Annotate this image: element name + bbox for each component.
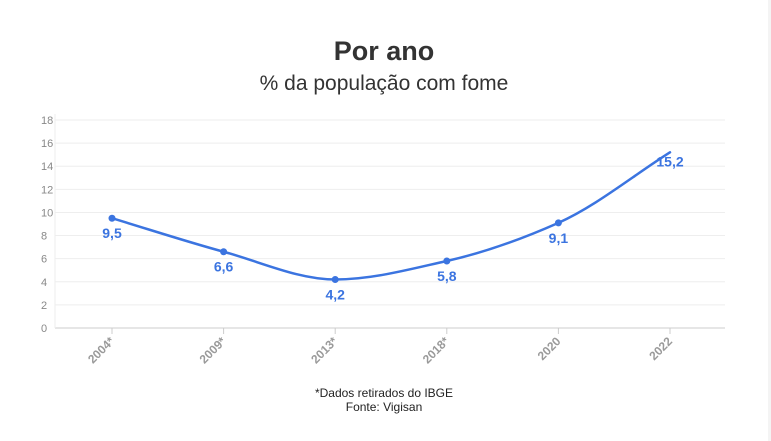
series-line bbox=[110, 151, 672, 281]
x-tick-label: 2020 bbox=[535, 334, 564, 363]
data-label: 9,5 bbox=[102, 225, 122, 241]
y-tick-label: 18 bbox=[41, 115, 53, 127]
x-tick-label: 2018* bbox=[420, 334, 452, 366]
data-point bbox=[108, 214, 116, 222]
data-label: 9,1 bbox=[549, 230, 569, 246]
y-tick-label: 16 bbox=[41, 138, 53, 150]
y-tick-label: 10 bbox=[41, 207, 53, 219]
x-tick-label: 2022 bbox=[646, 334, 675, 363]
chart-subtitle: % da população com fome bbox=[259, 72, 509, 95]
data-point bbox=[554, 219, 562, 227]
data-label: 15,2 bbox=[656, 153, 683, 169]
y-tick-label: 0 bbox=[41, 323, 47, 335]
chart-footnote: *Dados retirados do IBGE Fonte: Vigisan bbox=[0, 386, 768, 414]
x-tick-label: 2004* bbox=[85, 334, 117, 366]
y-tick-label: 14 bbox=[41, 161, 53, 173]
data-point bbox=[331, 275, 339, 283]
data-label: 6,6 bbox=[214, 259, 234, 275]
y-tick-label: 2 bbox=[41, 300, 47, 312]
data-point bbox=[443, 257, 451, 265]
x-tick-label: 2009* bbox=[197, 334, 229, 366]
data-label: 4,2 bbox=[325, 286, 345, 302]
data-point bbox=[220, 248, 228, 256]
chart-title: Por ano bbox=[333, 36, 435, 66]
data-label: 5,8 bbox=[437, 268, 457, 284]
x-tick-label: 2013* bbox=[308, 334, 340, 366]
y-tick-label: 8 bbox=[41, 231, 47, 243]
footnote-source: Fonte: Vigisan bbox=[345, 400, 423, 414]
y-tick-label: 6 bbox=[41, 254, 47, 266]
y-tick-label: 12 bbox=[41, 184, 53, 196]
y-tick-label: 4 bbox=[41, 277, 47, 289]
footnote-source-note: *Dados retirados do IBGE bbox=[314, 386, 454, 400]
